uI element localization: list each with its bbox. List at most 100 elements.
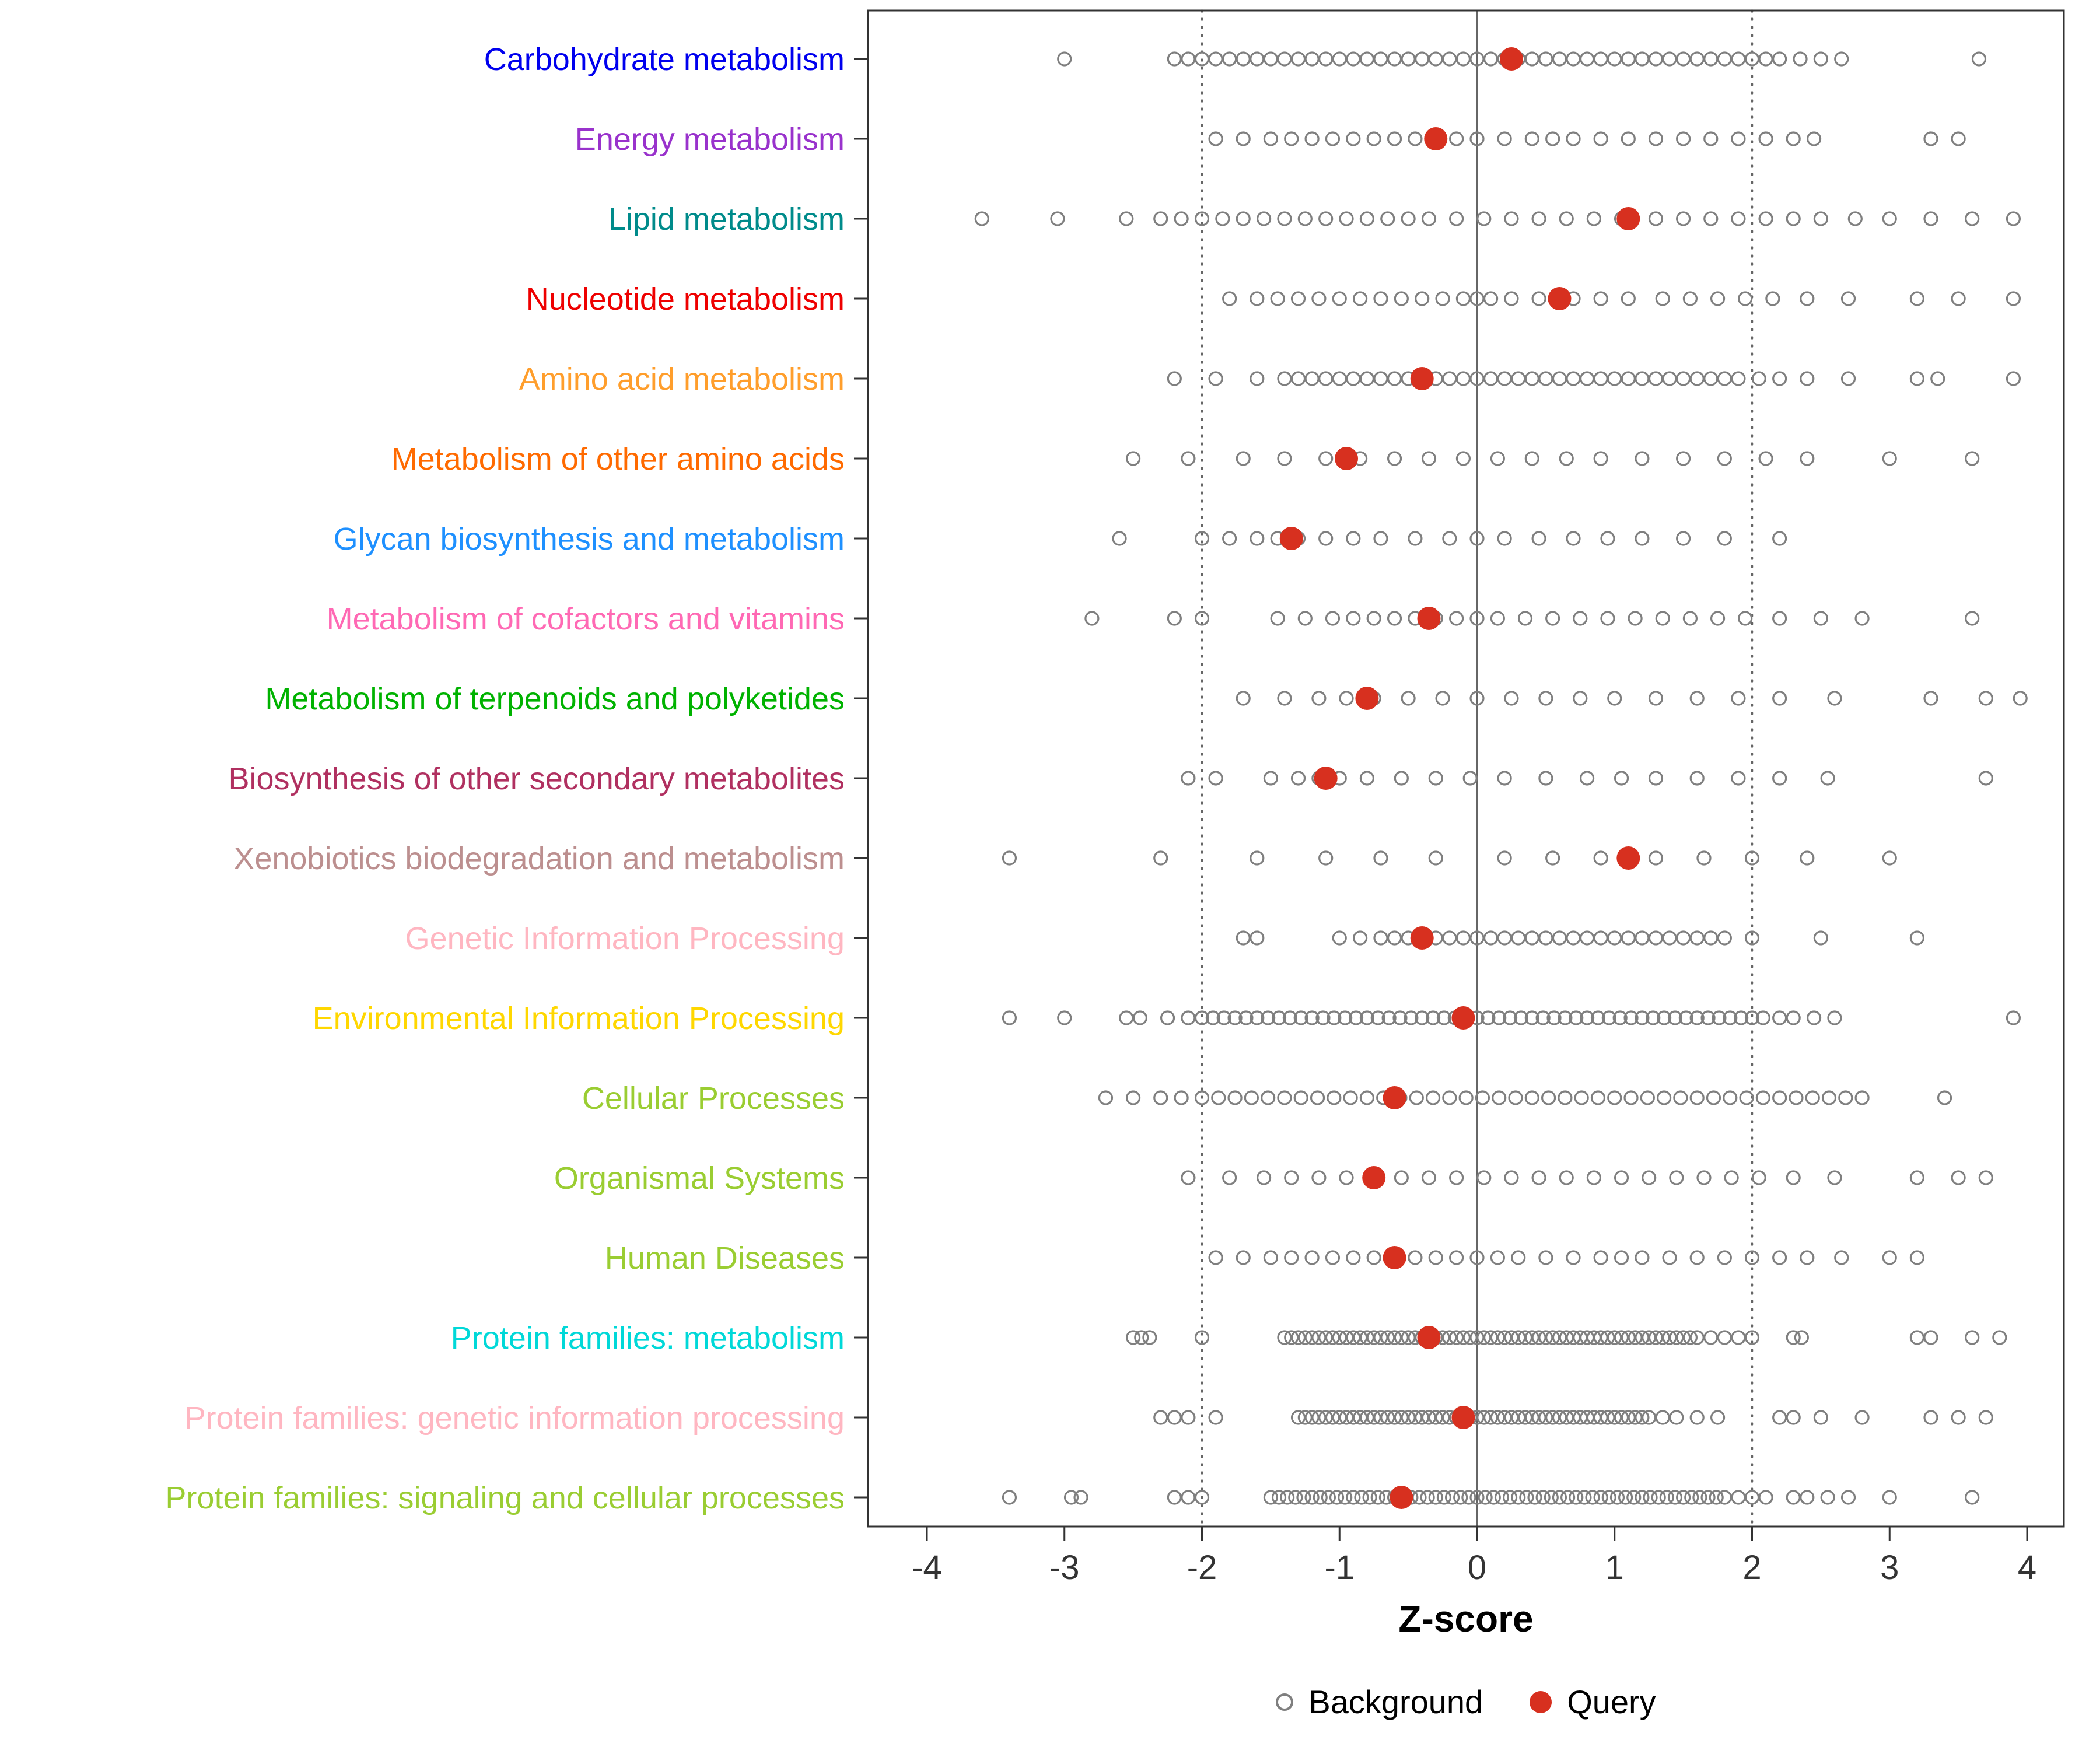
background-point	[1634, 1250, 1650, 1265]
background-point	[1609, 1490, 1625, 1505]
background-point	[1318, 211, 1334, 226]
background-point	[1222, 1170, 1237, 1185]
background-point	[1277, 451, 1292, 466]
background-point	[1261, 1010, 1276, 1026]
background-point	[1566, 1250, 1581, 1265]
background-point	[1623, 1010, 1639, 1026]
background-point	[1476, 211, 1492, 226]
background-point	[1786, 1170, 1801, 1185]
background-point	[1073, 1490, 1088, 1505]
background-point	[1513, 1010, 1529, 1026]
background-point	[1263, 1250, 1278, 1265]
background-point	[1800, 371, 1815, 386]
background-point	[1620, 51, 1636, 66]
background-point	[1834, 51, 1849, 66]
background-point	[1263, 771, 1278, 786]
background-point	[1415, 1010, 1430, 1026]
background-point	[1723, 1090, 1738, 1105]
background-point	[1346, 1250, 1361, 1265]
background-point	[1854, 611, 1870, 626]
background-point	[1700, 1490, 1716, 1505]
background-point	[1142, 1330, 1157, 1345]
background-point	[1310, 1090, 1325, 1105]
background-point	[1827, 1170, 1842, 1185]
category-label: Amino acid metabolism	[519, 362, 845, 397]
background-point	[1401, 211, 1416, 226]
background-point	[1387, 930, 1402, 946]
background-point	[1794, 1330, 1809, 1345]
background-point	[1366, 1250, 1381, 1265]
background-point	[1057, 1010, 1072, 1026]
background-point	[1353, 930, 1368, 946]
background-point	[1153, 1410, 1168, 1425]
background-point	[1373, 51, 1388, 66]
query-point	[1382, 1086, 1406, 1110]
background-point	[1353, 291, 1368, 306]
legend-item-background: Background	[1276, 1683, 1483, 1721]
background-point	[1524, 131, 1539, 146]
background-point	[1236, 1250, 1251, 1265]
background-point	[1373, 930, 1388, 946]
background-point	[1614, 1250, 1629, 1265]
background-point	[1909, 1330, 1924, 1345]
background-point	[1497, 371, 1512, 386]
background-point	[1462, 771, 1478, 786]
background-point	[1415, 51, 1430, 66]
background-point	[1394, 1170, 1409, 1185]
background-point	[1153, 850, 1168, 866]
background-point	[1126, 451, 1141, 466]
background-point	[1593, 930, 1608, 946]
background-point	[1421, 211, 1437, 226]
background-point	[1126, 1330, 1141, 1345]
query-point	[1390, 1486, 1413, 1509]
background-point	[1643, 1490, 1658, 1505]
background-point	[1370, 1490, 1385, 1505]
background-point	[1558, 1010, 1573, 1026]
background-point	[1538, 51, 1553, 66]
background-point	[1354, 1490, 1369, 1505]
background-point	[1469, 531, 1485, 546]
background-point	[1724, 1170, 1739, 1185]
background-point	[1965, 451, 1980, 466]
background-point	[1238, 1010, 1254, 1026]
background-point	[1002, 1010, 1017, 1026]
background-point	[1951, 131, 1966, 146]
background-point	[1772, 531, 1787, 546]
x-tick-label: -1	[1324, 1549, 1354, 1587]
background-point	[1689, 371, 1704, 386]
background-point	[1731, 691, 1746, 706]
background-point	[1296, 1490, 1311, 1505]
background-point	[1648, 691, 1664, 706]
background-point	[1408, 131, 1423, 146]
background-point	[1612, 1010, 1628, 1026]
background-point	[1882, 850, 1897, 866]
background-point	[1689, 930, 1704, 946]
background-point	[1800, 1490, 1815, 1505]
background-point	[1634, 451, 1650, 466]
background-point	[1640, 1090, 1655, 1105]
background-point	[1250, 291, 1265, 306]
background-point	[1455, 291, 1471, 306]
background-point	[1449, 1170, 1464, 1185]
background-point	[1744, 850, 1760, 866]
background-point	[1642, 1170, 1657, 1185]
background-point	[1160, 1010, 1175, 1026]
query-point	[1362, 1166, 1386, 1189]
category-label: Protein families: genetic information pr…	[184, 1401, 845, 1436]
background-point	[1373, 531, 1388, 546]
background-point	[1359, 211, 1374, 226]
background-point	[1552, 930, 1567, 946]
query-point	[1424, 127, 1448, 150]
background-point	[1261, 1090, 1276, 1105]
background-point	[1311, 1170, 1326, 1185]
background-point	[1401, 691, 1416, 706]
background-point	[1738, 291, 1753, 306]
background-point	[1205, 1010, 1220, 1026]
background-point	[1449, 211, 1464, 226]
background-point	[1504, 691, 1519, 706]
background-point	[1544, 1490, 1559, 1505]
background-point	[1469, 1250, 1485, 1265]
background-point	[1428, 1490, 1443, 1505]
background-point	[1174, 211, 1189, 226]
background-point	[1284, 131, 1299, 146]
